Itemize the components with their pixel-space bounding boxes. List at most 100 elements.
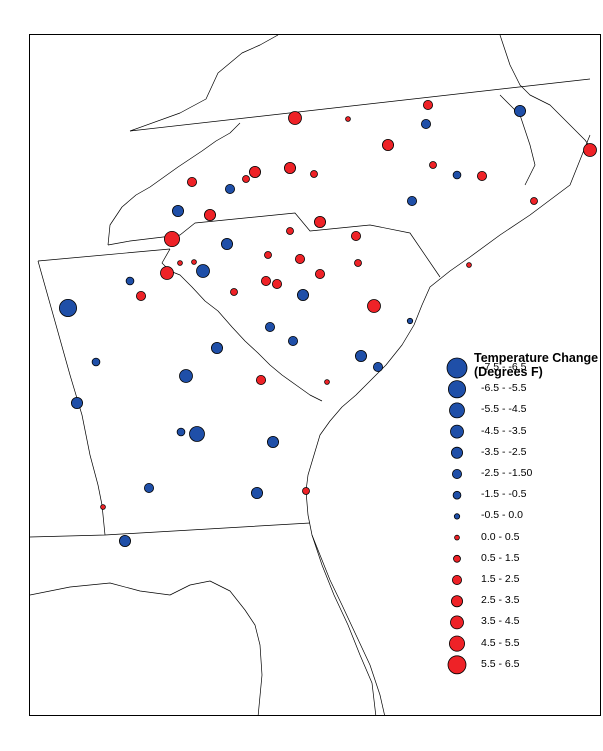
station-marker <box>119 534 132 547</box>
station-marker <box>250 486 263 499</box>
legend-label: 1.5 - 2.5 <box>481 573 520 585</box>
station-marker <box>230 288 238 296</box>
station-marker <box>314 268 325 279</box>
station-marker <box>372 361 383 372</box>
legend-symbol <box>448 635 465 652</box>
legend-symbol <box>450 424 464 439</box>
station-marker <box>260 275 271 286</box>
legend-label: -7.5 - -6.5 <box>481 361 527 373</box>
legend-label: -6.5 - -5.5 <box>481 382 527 395</box>
station-marker <box>220 237 233 250</box>
station-marker <box>203 208 216 221</box>
legend-label: 5.5 - 6.5 <box>481 657 520 670</box>
station-marker <box>476 170 487 181</box>
station-marker <box>367 299 381 313</box>
florida-panhandle-coast <box>30 580 263 715</box>
station-marker <box>324 379 330 385</box>
legend-title: Temperature Change (Degrees F) <box>474 351 598 379</box>
legend-symbol <box>453 513 461 520</box>
state-border-ga-al <box>37 260 106 536</box>
legend-symbol <box>451 575 462 586</box>
legend-symbol <box>453 554 461 563</box>
station-marker <box>176 427 186 437</box>
station-marker <box>466 262 472 268</box>
station-marker <box>350 230 361 241</box>
legend-symbol <box>446 357 468 379</box>
legend-title-line-2: (Degrees F) <box>474 365 543 379</box>
station-marker <box>224 183 235 194</box>
station-marker <box>513 105 526 118</box>
legend-label: 4.5 - 5.5 <box>481 636 520 649</box>
legend-label: 2.5 - 3.5 <box>481 594 520 607</box>
outer-banks <box>499 35 591 148</box>
state-border-nc-sc <box>107 212 441 278</box>
station-marker <box>530 197 538 205</box>
state-border-ga-north <box>37 248 171 262</box>
station-marker <box>91 357 101 367</box>
legend-symbol <box>449 402 465 419</box>
legend-symbol <box>454 534 460 541</box>
legend-symbol <box>450 595 463 608</box>
station-marker <box>283 162 296 175</box>
station-marker <box>422 100 433 111</box>
station-marker <box>264 251 272 259</box>
station-marker <box>420 119 431 130</box>
station-markers <box>58 100 597 547</box>
station-marker <box>583 143 597 157</box>
station-marker <box>406 195 417 206</box>
station-marker <box>191 259 197 265</box>
legend-symbols <box>446 357 468 675</box>
map-canvas <box>30 35 597 715</box>
station-marker <box>287 335 298 346</box>
station-marker <box>288 111 302 125</box>
station-marker <box>100 504 106 510</box>
station-marker <box>248 165 261 178</box>
station-marker <box>255 374 266 385</box>
station-marker <box>163 230 180 247</box>
legend-label: -0.5 - 0.0 <box>481 509 524 522</box>
map-frame: Temperature Change (Degrees F) -7.5 - -6… <box>29 34 601 716</box>
station-marker <box>179 369 193 383</box>
station-marker <box>186 176 197 187</box>
station-marker <box>345 116 351 122</box>
legend-symbol <box>450 446 463 459</box>
station-marker <box>406 317 414 325</box>
pamlico-sound-shore <box>499 94 536 186</box>
station-marker <box>144 482 155 493</box>
legend-symbol <box>447 655 467 675</box>
station-marker <box>313 215 326 228</box>
station-marker <box>125 276 135 286</box>
station-marker <box>294 253 305 264</box>
legend-label: 0.5 - 1.5 <box>481 551 520 564</box>
legend-symbol <box>450 615 464 630</box>
station-marker <box>302 487 310 495</box>
state-border-va-nc <box>129 78 591 132</box>
station-marker <box>196 264 210 278</box>
station-marker <box>429 161 437 169</box>
legend-symbol <box>451 468 462 479</box>
station-marker <box>71 396 84 409</box>
station-marker <box>286 227 294 235</box>
legend-label: 3.5 - 4.5 <box>481 615 520 628</box>
station-marker <box>271 278 282 289</box>
legend-label: -2.5 - -1.50 <box>481 467 533 479</box>
legend-label: -5.5 - -4.5 <box>481 403 527 416</box>
state-border-va-tn <box>129 35 279 132</box>
station-marker <box>452 170 462 180</box>
station-marker <box>354 259 362 267</box>
station-marker <box>177 260 183 266</box>
legend-symbol <box>447 380 466 399</box>
legend-title-line-1: Temperature Change <box>474 351 599 365</box>
station-marker <box>381 139 394 152</box>
station-marker <box>354 349 367 362</box>
station-marker <box>189 426 205 442</box>
legend-label: -1.5 - -0.5 <box>481 488 527 501</box>
station-marker <box>210 341 223 354</box>
station-marker <box>296 288 309 301</box>
state-border-ga-fl <box>30 522 311 538</box>
legend-symbol <box>452 490 462 500</box>
state-border-nc-tn <box>107 122 241 246</box>
station-marker <box>171 204 184 217</box>
station-marker <box>242 175 250 183</box>
legend-label: -3.5 - -2.5 <box>481 445 527 458</box>
